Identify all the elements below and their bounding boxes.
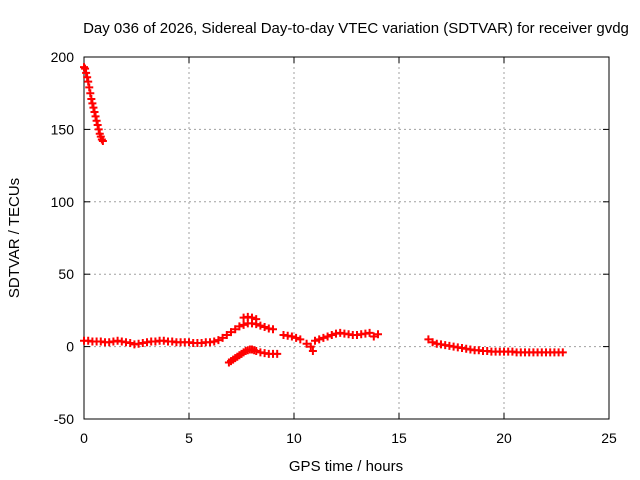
x-tick-label: 0 (80, 430, 88, 446)
data-points (80, 63, 567, 367)
y-tick-label: 0 (66, 339, 74, 355)
data-point (80, 63, 88, 72)
x-tick-label: 20 (496, 430, 512, 446)
data-point (252, 346, 261, 355)
data-point (94, 125, 103, 134)
data-point (269, 325, 277, 334)
data-point (424, 335, 433, 344)
data-point (222, 331, 231, 340)
grid (84, 57, 609, 419)
data-point (97, 135, 106, 144)
data-point (369, 332, 378, 341)
y-tick-labels: -50 0 50 100 150 200 (51, 49, 75, 427)
data-point (81, 64, 90, 73)
data-point (248, 313, 256, 322)
data-point (273, 349, 282, 358)
x-tick-labels: 0 5 10 15 20 25 (80, 430, 617, 446)
chart-title: Day 036 of 2026, Sidereal Day-to-day VTE… (83, 20, 629, 37)
x-tick-label: 10 (286, 430, 302, 446)
data-point (315, 335, 324, 344)
data-point (374, 330, 382, 339)
y-tick-label: 150 (51, 121, 75, 137)
data-point (558, 348, 567, 357)
axis-ticks (83, 56, 610, 420)
data-point (93, 121, 102, 130)
data-point (84, 77, 93, 86)
data-point (126, 338, 135, 347)
data-point (90, 108, 99, 117)
x-tick-label: 25 (601, 430, 617, 446)
y-tick-label: 50 (58, 266, 74, 282)
data-point (85, 83, 94, 92)
y-tick-label: 100 (51, 194, 75, 210)
data-point (311, 336, 319, 345)
data-point (252, 315, 261, 324)
data-point (256, 321, 265, 330)
data-point (292, 333, 301, 342)
data-point (218, 333, 227, 342)
data-point (86, 89, 95, 98)
data-point (296, 335, 305, 344)
data-point (89, 103, 98, 112)
y-axis-label: SDTVAR / TECUs (6, 178, 23, 298)
data-point (306, 342, 315, 351)
data-point (323, 332, 332, 341)
data-point (210, 337, 219, 346)
data-point (87, 94, 96, 103)
data-point (88, 99, 97, 108)
data-point (428, 338, 437, 347)
x-tick-label: 5 (185, 430, 193, 446)
data-point (365, 328, 374, 337)
data-point (235, 322, 244, 331)
plot-frame (83, 56, 610, 420)
data-point (287, 332, 296, 341)
x-tick-label: 15 (391, 430, 407, 446)
data-point (327, 331, 336, 340)
data-point (308, 346, 317, 355)
data-point (83, 73, 92, 82)
data-point (319, 333, 328, 342)
data-point (91, 112, 100, 121)
y-tick-label: -50 (54, 411, 74, 427)
x-axis-label: GPS time / hours (289, 458, 403, 475)
data-point (98, 136, 107, 145)
data-point (227, 328, 235, 337)
data-point (302, 339, 311, 348)
data-point (260, 323, 269, 332)
data-point (239, 320, 248, 329)
data-point (82, 68, 91, 77)
data-point (214, 336, 223, 345)
data-point (231, 325, 240, 334)
data-point (92, 116, 101, 125)
y-tick-label: 200 (51, 49, 75, 65)
